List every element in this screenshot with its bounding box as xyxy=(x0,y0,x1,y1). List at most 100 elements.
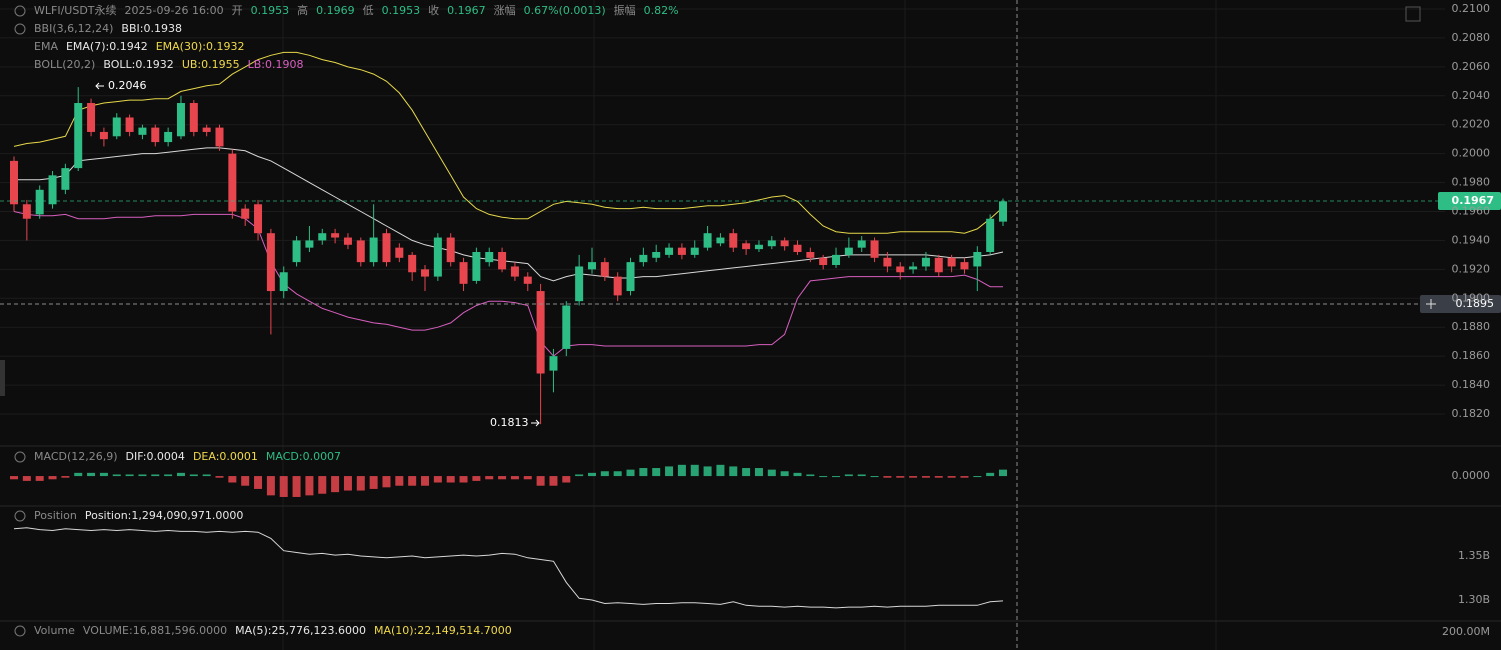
bar xyxy=(793,472,802,477)
icon[interactable] xyxy=(14,451,26,463)
icon[interactable] xyxy=(14,510,26,522)
y-tick-label: 0.1960 xyxy=(1452,205,1491,218)
legend-item: 0.82% xyxy=(644,4,679,17)
bar xyxy=(600,471,609,477)
legend-item: Volume xyxy=(34,624,75,637)
y-tick-label: 0.1880 xyxy=(1452,320,1491,333)
bar xyxy=(806,474,815,477)
candle-body xyxy=(112,117,121,137)
crosshair-tag[interactable] xyxy=(1420,295,1501,313)
bar xyxy=(921,476,930,478)
bar xyxy=(10,476,18,480)
bar xyxy=(266,476,275,496)
bar xyxy=(279,476,288,497)
legend-item: BBI(3,6,12,24) xyxy=(34,22,113,35)
last-price-label: 0.1967 xyxy=(1452,194,1494,207)
bar xyxy=(754,468,763,477)
bar xyxy=(138,474,147,477)
candle-body xyxy=(626,262,635,292)
bar xyxy=(510,476,519,480)
candle-body xyxy=(202,127,211,132)
candle-body xyxy=(395,247,404,258)
bar xyxy=(202,474,211,477)
candle-body xyxy=(408,254,417,273)
bar xyxy=(844,474,853,477)
candle-body xyxy=(215,127,224,147)
bar xyxy=(421,476,430,486)
bar xyxy=(498,476,507,480)
candle-body xyxy=(331,233,340,238)
legend-item: EMA(30):0.1932 xyxy=(156,40,245,53)
candle-body xyxy=(999,201,1007,222)
candle-body xyxy=(241,208,250,219)
bar xyxy=(626,469,635,477)
y-tick-label: 0.0000 xyxy=(1452,469,1491,482)
candle-body xyxy=(716,237,725,244)
bar xyxy=(305,476,314,496)
bar xyxy=(870,476,879,478)
candle-body xyxy=(742,243,751,250)
bar xyxy=(125,474,134,477)
legend-item: BOLL:0.1932 xyxy=(103,58,173,71)
expand-icon[interactable] xyxy=(1405,6,1421,22)
bar xyxy=(369,476,378,489)
candle-body xyxy=(780,240,789,247)
plus-icon[interactable] xyxy=(1426,299,1436,309)
candle-body xyxy=(485,252,494,263)
icon[interactable] xyxy=(14,625,26,637)
line xyxy=(13,51,1004,234)
bar xyxy=(112,474,121,477)
y-tick-label: 0.2020 xyxy=(1452,118,1491,131)
bar xyxy=(99,472,108,477)
candle-body xyxy=(844,247,853,255)
legend-item: DEA:0.0001 xyxy=(193,450,258,463)
candle-body xyxy=(369,237,378,263)
candle-body xyxy=(819,257,828,266)
candle-body xyxy=(510,266,519,277)
candle-body xyxy=(832,254,841,266)
bar xyxy=(241,476,250,486)
y-tick-label: 1.35B xyxy=(1458,549,1490,562)
legend-item: WLFI/USDT永续 xyxy=(34,3,117,17)
bar xyxy=(832,476,841,478)
bar xyxy=(87,472,96,477)
bar xyxy=(652,468,661,477)
candle-body xyxy=(343,237,352,245)
candle-body xyxy=(793,244,802,252)
bar xyxy=(536,476,545,486)
candle-body xyxy=(125,117,134,132)
bar xyxy=(331,476,340,493)
legend-item: MA(10):22,149,514.7000 xyxy=(374,624,512,637)
bar xyxy=(742,468,751,477)
legend-item: Position xyxy=(34,509,77,522)
pane-separators xyxy=(0,445,1501,622)
icon[interactable] xyxy=(14,5,26,17)
candle-body xyxy=(279,272,288,292)
bar xyxy=(151,474,160,477)
candle-body xyxy=(690,247,699,255)
vertical-grid xyxy=(282,0,1217,650)
bar xyxy=(665,466,674,477)
bar xyxy=(395,476,404,486)
legend-item: MACD(12,26,9) xyxy=(34,450,118,463)
candle-body xyxy=(305,240,314,248)
side-tab[interactable] xyxy=(0,360,5,396)
candle-body xyxy=(883,257,892,267)
bar xyxy=(382,476,391,488)
arrow xyxy=(531,419,540,427)
candle-body xyxy=(138,127,147,135)
y-tick-label: 0.1860 xyxy=(1452,349,1491,362)
bar xyxy=(883,476,892,478)
y-tick-label: 0.1920 xyxy=(1452,262,1491,275)
candle-body xyxy=(74,103,83,169)
candle-body xyxy=(613,276,622,296)
candle-body xyxy=(22,204,31,219)
candle-body xyxy=(652,252,661,258)
bar xyxy=(703,466,712,477)
legend-item: 开 xyxy=(232,4,243,17)
legend-item: 0.1967 xyxy=(447,4,486,17)
icon[interactable] xyxy=(14,23,26,35)
y-tick-label: 0.2080 xyxy=(1452,31,1491,44)
